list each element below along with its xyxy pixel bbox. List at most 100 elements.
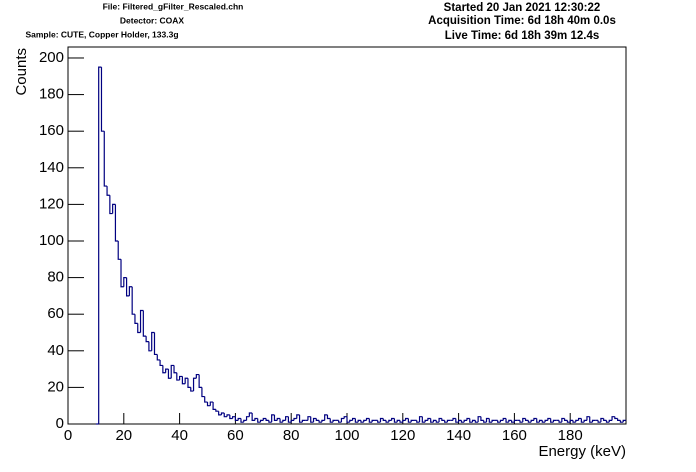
x-tick-label: 180 xyxy=(558,427,583,444)
histogram-bin xyxy=(455,418,459,423)
histogram-bin xyxy=(463,419,467,423)
histogram-bin xyxy=(195,373,200,379)
y-tick-label: 140 xyxy=(39,159,64,176)
histogram-bin xyxy=(497,420,501,423)
histogram-bin xyxy=(100,67,105,132)
histogram-bin xyxy=(561,417,565,423)
histogram-bin xyxy=(407,418,412,423)
histogram-bin xyxy=(480,416,484,421)
header-started: Started 20 Jan 2021 12:30:22 xyxy=(444,2,601,14)
histogram-bin xyxy=(229,414,233,420)
histogram-bin xyxy=(536,418,540,423)
header-sample: Sample: CUTE, Copper Holder, 133.3g xyxy=(25,29,178,39)
histogram-bin xyxy=(159,359,163,367)
histogram-bin xyxy=(142,310,147,337)
histogram-bin xyxy=(477,416,481,423)
histogram-bin xyxy=(176,372,180,381)
histogram-bin xyxy=(170,364,175,379)
histogram-bin xyxy=(206,402,211,407)
histogram-bin xyxy=(533,417,537,421)
histogram-bin xyxy=(187,378,191,388)
y-tick-label: 180 xyxy=(39,86,64,103)
histogram-bin xyxy=(474,420,479,423)
histogram-bin xyxy=(363,419,367,423)
histogram-bin xyxy=(312,417,317,423)
histogram-bin xyxy=(530,419,534,423)
histogram-bin xyxy=(234,416,239,421)
histogram-bin xyxy=(379,417,384,423)
histogram-bin xyxy=(368,418,373,423)
histogram-bin xyxy=(212,402,216,410)
y-tick-label: 80 xyxy=(47,269,64,286)
histogram-bin xyxy=(184,377,188,384)
histogram-bin xyxy=(237,417,241,421)
histogram-bin xyxy=(605,420,610,423)
histogram-bin xyxy=(572,420,576,423)
histogram-bin xyxy=(298,414,303,423)
histogram-bin xyxy=(226,414,230,417)
histogram-bin xyxy=(591,419,596,423)
histogram-bin xyxy=(190,387,194,392)
histogram-bin xyxy=(452,417,456,421)
histogram-bin xyxy=(438,417,442,423)
histogram-bin xyxy=(446,419,451,423)
histogram-bin xyxy=(365,417,370,421)
histogram-bin xyxy=(162,365,166,374)
histogram-bin xyxy=(326,414,331,420)
x-tick-label: 140 xyxy=(446,427,471,444)
histogram-bin xyxy=(114,204,119,242)
histogram-bin xyxy=(240,418,244,423)
histogram-bin xyxy=(293,417,297,421)
histogram-bin xyxy=(577,417,582,421)
histogram-bin xyxy=(181,376,186,385)
histogram-bin xyxy=(282,419,286,423)
histogram-bin xyxy=(597,420,601,423)
histogram-bin xyxy=(153,332,158,356)
histogram-bin xyxy=(416,420,420,423)
histogram-bin xyxy=(547,417,551,421)
histogram-bin xyxy=(287,416,292,423)
histogram-bin xyxy=(245,416,250,421)
histogram-bin xyxy=(466,417,470,421)
histogram-bin xyxy=(268,420,272,423)
histogram-bin xyxy=(589,416,593,423)
histogram-bin xyxy=(499,419,504,423)
histogram-bin xyxy=(173,365,177,374)
histogram-bin xyxy=(137,323,141,334)
histogram-bin xyxy=(538,419,543,423)
histogram-bin xyxy=(427,417,431,421)
histogram-bin xyxy=(209,401,214,406)
histogram-bin xyxy=(600,417,604,423)
histogram-bin xyxy=(103,131,108,187)
histogram-bin xyxy=(544,419,548,423)
histogram-bin xyxy=(139,309,144,333)
histogram-bin xyxy=(583,419,587,423)
histogram-bin xyxy=(485,417,490,423)
histogram-bin xyxy=(385,420,389,423)
histogram-bin xyxy=(569,419,573,423)
histogram-bin xyxy=(179,375,183,381)
histogram-bin xyxy=(511,420,515,423)
histogram-bin xyxy=(310,416,314,423)
histogram-bin xyxy=(396,419,401,423)
histogram-bin xyxy=(285,416,289,421)
histogram-bin xyxy=(580,418,585,423)
histogram-bin xyxy=(98,66,102,424)
y-tick-label: 0 xyxy=(56,415,64,432)
x-tick-label: 20 xyxy=(115,427,132,444)
x-tick-label: 100 xyxy=(334,427,359,444)
histogram-bin xyxy=(343,416,347,419)
histogram-bin xyxy=(220,412,225,415)
histogram-bin xyxy=(349,419,353,423)
histogram-bin xyxy=(351,417,356,421)
histogram-bin xyxy=(346,416,350,423)
histogram-bin xyxy=(508,419,512,423)
histogram-bin xyxy=(430,418,434,423)
histogram-bin xyxy=(201,387,205,398)
histogram-bin xyxy=(324,414,328,421)
histogram-bin xyxy=(404,417,409,421)
histogram-bin xyxy=(156,354,161,361)
histogram-bin xyxy=(603,418,607,421)
header-file: File: Filtered_gFilter_Rescaled.chn xyxy=(103,1,244,11)
histogram-bin xyxy=(257,418,261,423)
